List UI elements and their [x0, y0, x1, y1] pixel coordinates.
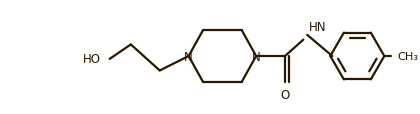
Text: HN: HN: [309, 21, 327, 34]
Text: N: N: [252, 50, 260, 63]
Text: CH₃: CH₃: [398, 52, 419, 61]
Text: HO: HO: [83, 53, 101, 66]
Text: N: N: [184, 50, 193, 63]
Text: O: O: [281, 88, 290, 101]
